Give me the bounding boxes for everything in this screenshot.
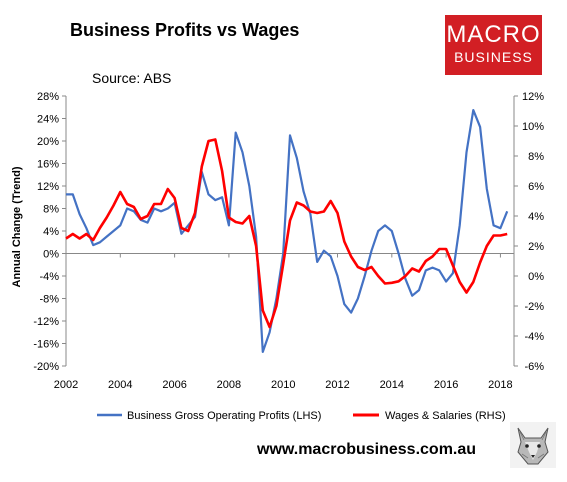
y-tick-label-left: 28% <box>37 91 59 103</box>
y-axis-title: Annual Change (Trend) <box>11 166 23 287</box>
y-tick-label-right: -6% <box>524 361 544 373</box>
x-tick-label: 2012 <box>325 379 349 391</box>
y-tick-label-right: -4% <box>524 331 544 343</box>
x-tick-label: 2006 <box>162 379 186 391</box>
series-line-wages <box>65 138 508 329</box>
x-tick-label: 2014 <box>380 379 404 391</box>
y-tick-label-left: -4% <box>39 271 59 283</box>
y-tick-label-left: 0% <box>43 249 59 261</box>
macrobusiness-logo: MACRO BUSINESS <box>445 15 542 75</box>
logo-line-business: BUSINESS <box>454 49 533 65</box>
y-tick-label-left: -8% <box>39 294 59 306</box>
series-line-profits <box>66 108 509 353</box>
y-tick-label-left: -20% <box>33 361 59 373</box>
y-tick-label-left: 12% <box>37 181 59 193</box>
legend: Business Gross Operating Profits (LHS) W… <box>97 410 506 422</box>
y-tick-label-right: 10% <box>522 121 544 133</box>
y-tick-label-left: 20% <box>37 136 59 148</box>
axes-layer: -20% -16% -12% -8% -4% 0% 4% 8% 12% 16% 20% 24% 28% -… <box>11 91 544 391</box>
x-tick-label: 2002 <box>54 379 78 391</box>
y-tick-label-left: 4% <box>43 226 59 238</box>
legend-label-profits: Business Gross Operating Profits (LHS) <box>127 410 321 422</box>
y-tick-label-right: 6% <box>528 181 544 193</box>
chart-title: Business Profits vs Wages <box>70 20 300 40</box>
y-tick-label-left: -12% <box>33 316 59 328</box>
y-tick-label-right: 12% <box>522 91 544 103</box>
website-url: www.macrobusiness.com.au <box>257 441 477 458</box>
y-tick-label-right: 0% <box>528 271 544 283</box>
legend-label-wages: Wages & Salaries (RHS) <box>385 410 506 422</box>
x-tick-label: 2018 <box>488 379 512 391</box>
chart-source: Source: ABS <box>92 70 172 86</box>
y-tick-label-left: 24% <box>37 114 59 126</box>
y-tick-label-right: 2% <box>528 241 544 253</box>
wolf-icon <box>510 422 556 468</box>
x-tick-label: 2004 <box>108 379 132 391</box>
series-layer <box>65 108 509 353</box>
y-tick-label-left: -16% <box>33 339 59 351</box>
x-tick-label: 2008 <box>217 379 241 391</box>
y-tick-label-left: 8% <box>43 204 59 216</box>
y-tick-label-right: 8% <box>528 151 544 163</box>
y-tick-label-right: 4% <box>528 211 544 223</box>
y-tick-label-left: 16% <box>37 159 59 171</box>
logo-line-macro: MACRO <box>446 21 541 48</box>
y-tick-label-right: -2% <box>524 301 544 313</box>
x-tick-label: 2010 <box>271 379 295 391</box>
x-tick-label: 2016 <box>434 379 458 391</box>
